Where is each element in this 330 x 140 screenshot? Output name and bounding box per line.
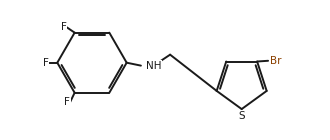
Text: Br: Br bbox=[270, 56, 281, 66]
Text: F: F bbox=[61, 22, 67, 32]
Text: F: F bbox=[64, 97, 70, 107]
Text: S: S bbox=[238, 111, 245, 121]
Text: NH: NH bbox=[146, 61, 161, 71]
Text: F: F bbox=[43, 58, 49, 68]
